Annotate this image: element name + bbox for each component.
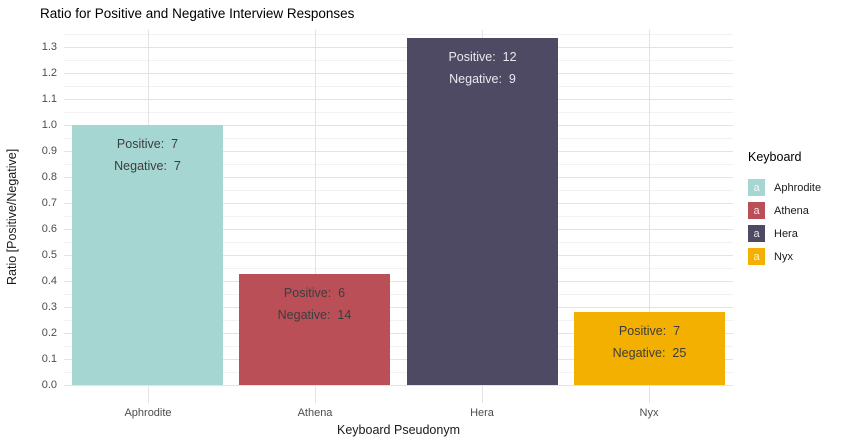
gridline-minor [64, 164, 733, 165]
gridline-major [64, 333, 733, 334]
legend-item-label: Nyx [774, 250, 793, 263]
bar-value-label-line: Negative: 14 [277, 308, 352, 322]
y-tick-label: 0.5 [41, 249, 57, 261]
y-tick-label: 0.2 [41, 327, 57, 339]
bar-value-label: Positive: 12 Negative: 9 [407, 46, 558, 90]
legend-items: a Aphrodite a Athena a Hera a Nyx [748, 176, 821, 268]
y-tick-label: 0.6 [41, 223, 57, 235]
bar-aphrodite [72, 125, 223, 385]
y-tick-label: 1.3 [41, 41, 57, 53]
gridline-major [64, 255, 733, 256]
chart-title: Ratio for Positive and Negative Intervie… [40, 6, 355, 21]
bar-athena [239, 274, 390, 385]
gridline-minor [64, 268, 733, 269]
legend-key-swatch: a [748, 248, 765, 265]
y-tick-label: 1.2 [41, 67, 57, 79]
gridline-major [64, 151, 733, 152]
x-axis-title: Keyboard Pseudonym [337, 423, 460, 437]
y-tick-label: 0.3 [41, 301, 57, 313]
y-tick-label: 0.8 [41, 171, 57, 183]
legend-key-swatch: a [748, 202, 765, 219]
gridline-minor [64, 372, 733, 373]
gridline-vertical [315, 30, 316, 403]
gridline-minor [64, 60, 733, 61]
gridline-minor [64, 86, 733, 87]
legend: Keyboard a Aphrodite a Athena a Hera a Nyx [748, 150, 821, 268]
legend-item-label: Hera [774, 227, 798, 240]
bar-value-label: Positive: 6 Negative: 14 [239, 282, 390, 326]
legend-item-nyx: a Nyx [748, 245, 821, 268]
y-tick-label: 0.7 [41, 197, 57, 209]
bar-nyx [574, 312, 725, 385]
legend-key-swatch: a [748, 179, 765, 196]
gridline-minor [64, 138, 733, 139]
legend-key-swatch: a [748, 225, 765, 242]
gridline-major [64, 73, 733, 74]
gridline-major [64, 47, 733, 48]
gridline-vertical [649, 30, 650, 403]
y-tick-label: 0.0 [41, 379, 57, 391]
x-tick-label: Hera [470, 407, 494, 419]
gridline-major [64, 125, 733, 126]
gridline-major [64, 203, 733, 204]
bar-value-label-line: Negative: 9 [449, 72, 516, 86]
bar-value-label-line: Positive: 12 [448, 50, 517, 64]
gridline-major [64, 359, 733, 360]
gridline-major [64, 385, 733, 386]
gridline-minor [64, 346, 733, 347]
gridline-major [64, 229, 733, 230]
y-axis-title: Ratio [Positive/Negative] [5, 148, 19, 285]
gridline-minor [64, 294, 733, 295]
gridline-minor [64, 242, 733, 243]
legend-item-label: Athena [774, 204, 809, 217]
plot-panel: Positive: 7 Negative: 7 Positive: 6 Negativ… [64, 30, 733, 403]
y-tick-label: 0.4 [41, 275, 57, 287]
legend-title: Keyboard [748, 150, 802, 164]
bar-value-label-line: Negative: 7 [114, 159, 181, 173]
gridline-major [64, 99, 733, 100]
bar-value-label-line: Negative: 25 [612, 346, 687, 360]
y-tick-label: 1.1 [41, 93, 57, 105]
y-tick-label: 0.1 [41, 353, 57, 365]
bar-value-label-line: Positive: 7 [618, 324, 681, 338]
bar-value-label-line: Positive: 7 [116, 137, 179, 151]
legend-item-aphrodite: a Aphrodite [748, 176, 821, 199]
legend-item-label: Aphrodite [774, 181, 822, 194]
x-tick-label: Athena [297, 407, 333, 419]
gridline-minor [64, 190, 733, 191]
x-tick-label: Aphrodite [124, 407, 172, 419]
gridline-minor [64, 112, 733, 113]
bar-value-label: Positive: 7 Negative: 25 [574, 320, 725, 364]
gridline-major [64, 281, 733, 282]
gridline-major [64, 307, 733, 308]
gridline-minor [64, 320, 733, 321]
x-tick-label: Nyx [639, 407, 659, 419]
bar-value-label: Positive: 7 Negative: 7 [72, 133, 223, 177]
bar-value-label-line: Positive: 6 [283, 286, 346, 300]
gridline-minor [64, 34, 733, 35]
gridline-major [64, 177, 733, 178]
bar-hera [407, 38, 558, 385]
gridline-minor [64, 216, 733, 217]
legend-item-hera: a Hera [748, 222, 821, 245]
y-tick-label: 1.0 [41, 119, 57, 131]
legend-item-athena: a Athena [748, 199, 821, 222]
y-tick-label: 0.9 [41, 145, 57, 157]
